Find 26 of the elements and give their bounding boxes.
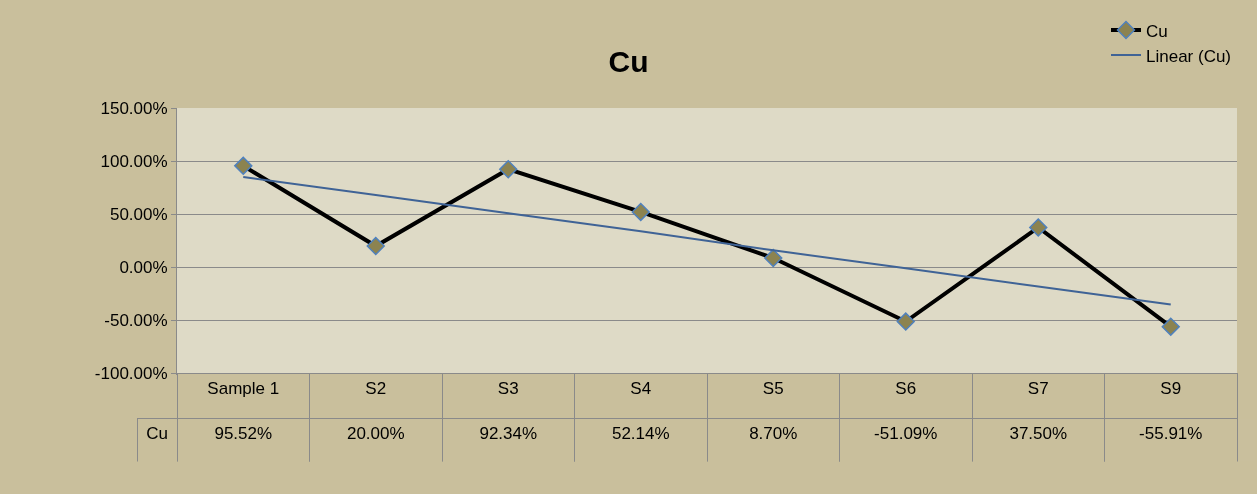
- legend-label: Linear (Cu): [1146, 46, 1232, 66]
- y-tick-label: 50.00%: [109, 205, 168, 225]
- data-label: 92.34%: [479, 424, 538, 444]
- y-tick-label: -50.00%: [104, 311, 168, 331]
- data-label: 37.50%: [1009, 424, 1068, 444]
- x-tick-label: S6: [895, 379, 917, 399]
- data-label: -51.09%: [874, 424, 938, 444]
- x-tick-label: S7: [1027, 379, 1049, 399]
- chart-title: Cu: [608, 45, 649, 79]
- x-tick-label: S3: [497, 379, 519, 399]
- y-tick-label: 100.00%: [100, 152, 168, 172]
- text: Cu: [146, 424, 168, 444]
- data-label: -55.91%: [1139, 424, 1203, 444]
- x-tick-label: S2: [365, 379, 387, 399]
- y-tick-label: 150.00%: [100, 98, 168, 118]
- legend-label: Cu: [1146, 21, 1168, 41]
- data-label: 8.70%: [749, 424, 798, 444]
- data-label: 95.52%: [214, 424, 273, 444]
- x-tick-label: S9: [1160, 379, 1182, 399]
- x-tick-label: S4: [630, 379, 652, 399]
- data-label: 20.00%: [346, 424, 405, 444]
- data-label: 52.14%: [611, 424, 670, 444]
- y-tick-label: -100.00%: [94, 364, 168, 384]
- x-tick-label: S5: [762, 379, 784, 399]
- y-tick-label: 0.00%: [119, 258, 168, 278]
- x-tick-label: Sample 1: [207, 379, 280, 399]
